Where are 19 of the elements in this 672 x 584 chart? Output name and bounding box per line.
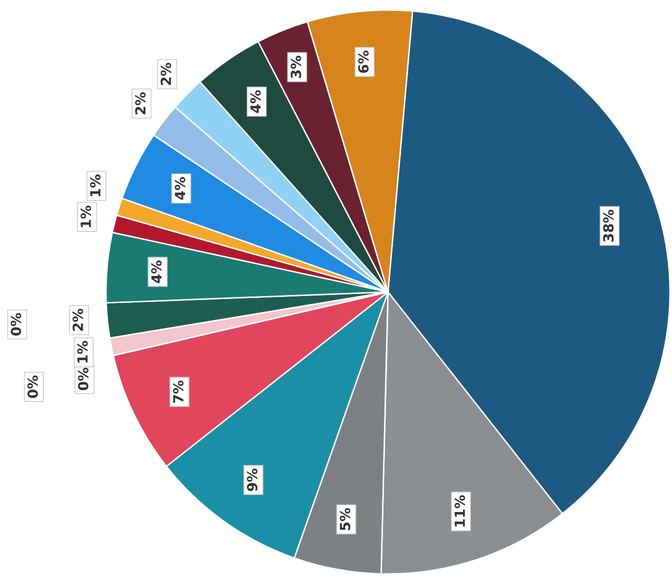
- data-label: 1%: [77, 340, 88, 362]
- data-label: 4%: [174, 177, 186, 200]
- data-label: 9%: [246, 468, 258, 492]
- data-label: 4%: [250, 90, 261, 113]
- data-label: 4%: [151, 260, 162, 284]
- text: 0%: [78, 368, 88, 390]
- data-label: 6%: [358, 50, 369, 73]
- data-label: 5%: [340, 508, 350, 530]
- text: 0%: [10, 313, 22, 336]
- data-label: 2%: [160, 62, 172, 85]
- data-label: 2%: [135, 92, 146, 114]
- data-label: 3%: [290, 56, 302, 78]
- data-label: 11%: [454, 495, 466, 526]
- data-label: 1%: [90, 174, 101, 196]
- data-label: 1%: [80, 206, 92, 228]
- data-label: 2%: [72, 308, 84, 331]
- data-label: 7%: [172, 380, 184, 403]
- data-label: 38%: [603, 210, 614, 242]
- text: 0%: [27, 376, 38, 398]
